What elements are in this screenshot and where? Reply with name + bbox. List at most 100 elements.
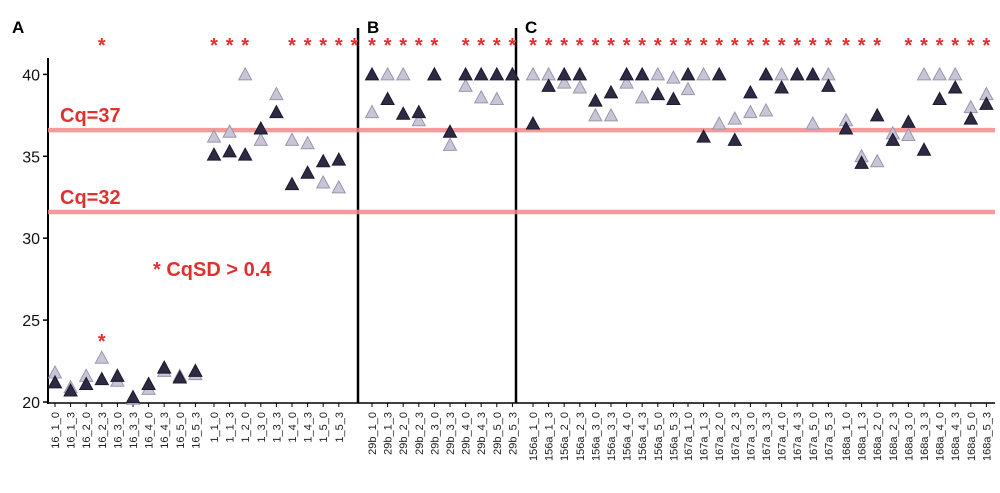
significance-star: * — [623, 35, 631, 57]
data-point-light — [680, 81, 696, 96]
significance-star: * — [858, 35, 866, 57]
x-tick-label: 29b_2_0 — [398, 412, 410, 455]
x-tick-label: 1_3_0 — [256, 412, 268, 443]
panel-label-a: A — [12, 18, 24, 37]
data-point-light — [206, 129, 222, 143]
significance-star: * — [319, 35, 327, 57]
significance-star: * — [778, 35, 786, 57]
data-point-light — [315, 174, 331, 189]
x-tick-label: 167a_5_0 — [808, 412, 820, 461]
x-tick-label: 167a_3_3 — [761, 412, 773, 461]
data-point-dark — [110, 368, 125, 382]
data-point-dark — [331, 152, 347, 166]
data-point-light — [411, 112, 427, 127]
x-tick-label: 168a_2_0 — [872, 412, 884, 461]
data-point-dark — [650, 86, 666, 101]
data-point-dark — [300, 165, 315, 179]
x-tick-label: 1_3_3 — [271, 412, 283, 443]
x-tick-label: 168a_3_0 — [903, 412, 915, 461]
data-point-light — [269, 86, 284, 101]
data-point-dark — [963, 111, 979, 125]
data-point-dark — [743, 84, 758, 99]
x-tick-label: 156a_2_3 — [575, 412, 587, 461]
data-point-light — [932, 66, 947, 81]
data-point-dark — [458, 66, 473, 81]
data-point-dark — [78, 376, 94, 391]
data-point-dark — [141, 376, 156, 391]
x-tick-label: 168a_3_3 — [919, 412, 931, 461]
data-point-dark — [696, 129, 711, 143]
significance-star: * — [226, 35, 234, 57]
significance-star: * — [304, 35, 312, 57]
data-point-dark — [188, 363, 203, 377]
significance-star: * — [967, 35, 975, 57]
x-tick-label: 168a_4_3 — [950, 412, 962, 461]
data-point-light — [253, 132, 269, 146]
data-point-dark — [821, 78, 836, 92]
data-point-light — [572, 79, 588, 94]
significance-star: * — [700, 35, 708, 57]
data-point-dark — [315, 153, 331, 168]
data-point-dark — [411, 104, 427, 119]
data-point-light — [395, 66, 411, 81]
x-tick-label: 29b_3_0 — [429, 412, 441, 455]
x-tick-label: 156a_1_0 — [528, 412, 540, 461]
data-point-light — [222, 124, 237, 138]
x-tick-label: 167a_4_3 — [792, 412, 804, 461]
x-tick-label: 167a_2_0 — [714, 412, 726, 461]
data-point-light — [650, 66, 666, 81]
x-tick-label: 167a_5_3 — [823, 412, 835, 461]
data-point-light — [774, 66, 789, 81]
significance-star: * — [731, 35, 739, 57]
x-tick-label: 16_3_3 — [128, 412, 140, 449]
data-point-dark — [222, 143, 237, 158]
marks-layer: * * * * * * * * * * * * * * * * * * * * * * * * * * * * * * * * * * * * * * * *… — [47, 35, 995, 405]
x-tick-label: 29b_5_3 — [507, 412, 519, 455]
x-tick-label: 1_1_3 — [225, 412, 237, 443]
data-point-dark — [774, 79, 789, 94]
data-point-light — [588, 107, 603, 122]
x-tick-label: 167a_4_0 — [777, 412, 789, 461]
significance-star: * — [684, 35, 692, 57]
significance-star: * — [98, 331, 106, 353]
data-point-dark — [156, 360, 172, 374]
x-tick-label: 167a_1_3 — [699, 412, 711, 461]
data-point-light — [696, 66, 711, 81]
significance-star: * — [747, 35, 755, 57]
significance-star: * — [762, 35, 770, 57]
data-point-dark — [505, 66, 520, 81]
data-point-light — [364, 104, 380, 119]
significance-star: * — [793, 35, 801, 57]
significance-star: * — [560, 35, 568, 57]
x-tick-label: 1_2_0 — [240, 412, 252, 443]
significance-star: * — [936, 35, 944, 57]
data-point-dark — [634, 66, 650, 81]
y-tick-label: 25 — [22, 313, 40, 330]
x-tick-label: 156a_5_3 — [668, 412, 680, 461]
significance-star: * — [529, 35, 537, 57]
data-point-dark — [727, 132, 743, 146]
data-point-dark — [901, 114, 916, 128]
data-point-dark — [758, 66, 774, 81]
data-point-dark — [237, 147, 253, 161]
significance-star: * — [670, 35, 678, 57]
data-point-light — [489, 91, 505, 105]
significance-star: * — [351, 35, 359, 57]
x-tick-label: 1_5_3 — [334, 412, 346, 443]
data-point-light — [284, 132, 300, 146]
data-point-dark — [525, 115, 541, 130]
y-tick-label: 40 — [22, 67, 40, 84]
x-tick-label: 29b_1_0 — [367, 412, 379, 455]
data-point-light — [901, 127, 916, 142]
x-tick-label: 16_4_0 — [144, 412, 156, 449]
data-point-light — [821, 66, 836, 81]
significance-star: * — [592, 35, 600, 57]
x-tick-label: 16_2_0 — [81, 412, 93, 449]
significance-star: * — [607, 35, 615, 57]
significance-star: * — [431, 35, 439, 57]
data-point-dark — [253, 120, 269, 135]
significance-star: * — [638, 35, 646, 57]
significance-star: * — [715, 35, 723, 57]
data-point-dark — [172, 369, 188, 384]
